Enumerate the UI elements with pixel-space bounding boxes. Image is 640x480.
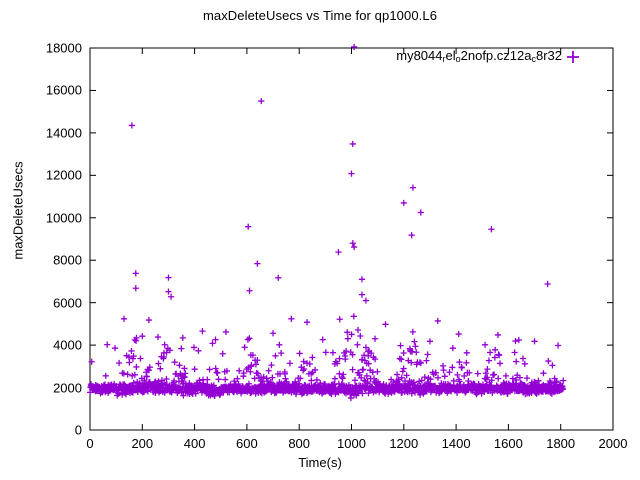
chart-title: maxDeleteUsecs vs Time for qp1000.L6: [202, 8, 438, 23]
y-tick-label: 14000: [45, 125, 82, 141]
y-tick-label: 2000: [53, 380, 82, 396]
legend-series-label: my8044relo2nofp.cz12ac8r32: [396, 48, 562, 64]
x-tick-label: 600: [236, 436, 258, 451]
x-axis-label: Time(s): [298, 455, 342, 470]
x-tick-label: 200: [131, 436, 154, 451]
x-tick-label: 0: [86, 436, 94, 451]
x-tick-label: 400: [183, 436, 206, 451]
x-tick-label: 2000: [598, 436, 628, 451]
x-tick-label: 1600: [493, 436, 523, 451]
x-tick-label: 800: [288, 436, 311, 451]
y-tick-label: 6000: [53, 295, 82, 311]
y-tick-label: 8000: [53, 252, 82, 268]
legend-marker-icon: [567, 51, 579, 63]
x-tick-label: 1400: [441, 436, 471, 451]
x-tick-label: 1000: [337, 436, 366, 451]
y-tick-label: 4000: [53, 337, 82, 353]
y-tick-label: 0: [74, 422, 82, 438]
y-tick-label: 12000: [45, 167, 82, 183]
y-tick-label: 18000: [45, 40, 82, 56]
x-tick-label: 1800: [546, 436, 576, 451]
data-point-group: [87, 43, 567, 402]
y-tick-label: 10000: [45, 210, 82, 226]
x-tick-label: 1200: [389, 436, 419, 451]
y-tick-label: 16000: [45, 82, 82, 98]
